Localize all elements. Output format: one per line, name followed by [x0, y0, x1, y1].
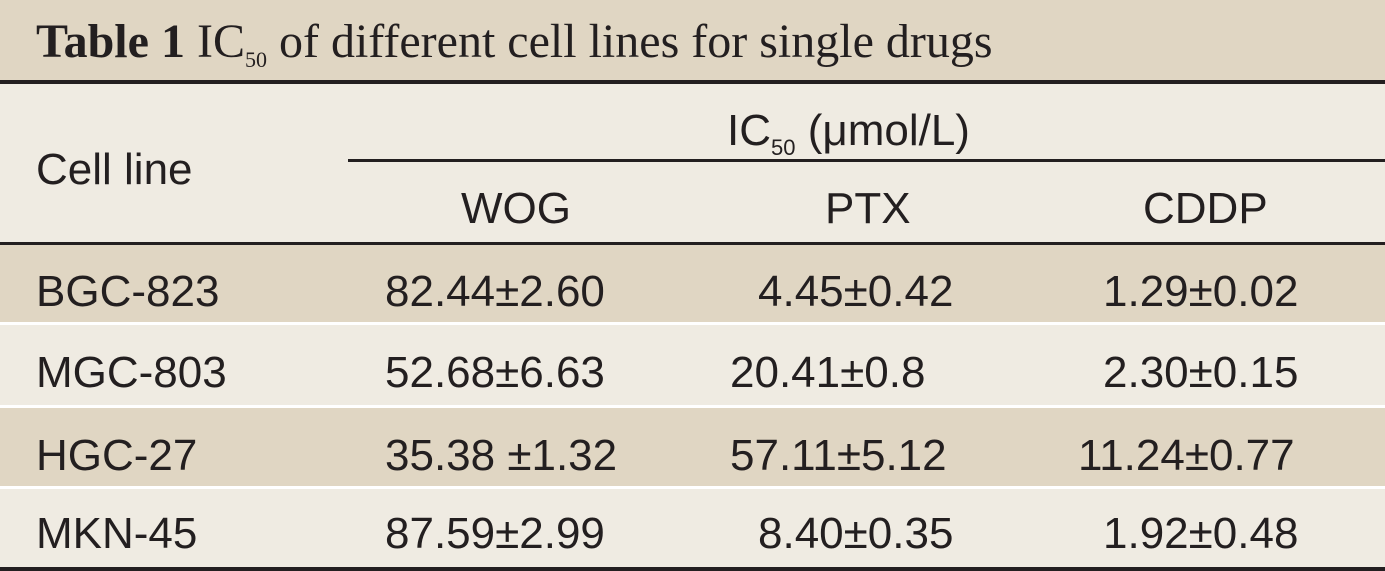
top-rule [0, 80, 1385, 84]
row-separator [0, 322, 1385, 325]
cell-cddp: 1.29±0.02 [1103, 267, 1299, 316]
header-group-ic50: IC50 (μmol/L) [727, 109, 970, 159]
cell-cddp: 2.30±0.15 [1103, 348, 1299, 397]
table-header [0, 84, 1385, 242]
title-subscript: 50 [244, 47, 267, 72]
header-bottom-rule [0, 242, 1385, 245]
bottom-rule [0, 567, 1385, 571]
cell-ptx: 8.40±0.35 [758, 509, 954, 558]
row-separator [0, 405, 1385, 408]
table-title-bar: Table 1 IC50 of different cell lines for… [0, 0, 1385, 80]
title-text: of different cell lines for single drugs [266, 15, 993, 68]
table-title: Table 1 IC50 of different cell lines for… [36, 14, 993, 73]
cell-ptx: 4.45±0.42 [758, 267, 954, 316]
table-row: HGC-27 35.38 ±1.32 57.11±5.12 11.24±0.77 [0, 408, 1385, 486]
cell-wog: 82.44±2.60 [385, 267, 605, 316]
cell-line-name: HGC-27 [36, 431, 198, 480]
table-row: BGC-823 82.44±2.60 4.45±0.42 1.29±0.02 [0, 245, 1385, 322]
cell-cddp: 11.24±0.77 [1078, 431, 1295, 480]
group-ic: IC [727, 106, 771, 155]
header-subrule [348, 159, 1385, 162]
table-row: MKN-45 87.59±2.99 8.40±0.35 1.92±0.48 [0, 489, 1385, 567]
column-header-ptx: PTX [825, 184, 911, 233]
cell-line-name: MKN-45 [36, 509, 198, 558]
cell-ptx: 57.11±5.12 [730, 431, 947, 480]
cell-line-name: BGC-823 [36, 267, 220, 316]
title-ic: IC [196, 15, 245, 68]
header-cell-line: Cell line [36, 145, 193, 194]
cell-wog: 35.38 ±1.32 [385, 431, 618, 480]
table-number: Table 1 [36, 15, 185, 68]
cell-wog: 52.68±6.63 [385, 348, 605, 397]
cell-line-name: MGC-803 [36, 348, 227, 397]
column-header-cddp: CDDP [1143, 184, 1268, 233]
cell-wog: 87.59±2.99 [385, 509, 605, 558]
group-subscript: 50 [771, 135, 796, 160]
table-row: MGC-803 52.68±6.63 20.41±0.8 2.30±0.15 [0, 325, 1385, 405]
row-separator [0, 486, 1385, 489]
cell-cddp: 1.92±0.48 [1103, 509, 1299, 558]
group-unit: (μmol/L) [795, 106, 970, 155]
cell-ptx: 20.41±0.8 [730, 348, 926, 397]
column-header-wog: WOG [461, 184, 571, 233]
